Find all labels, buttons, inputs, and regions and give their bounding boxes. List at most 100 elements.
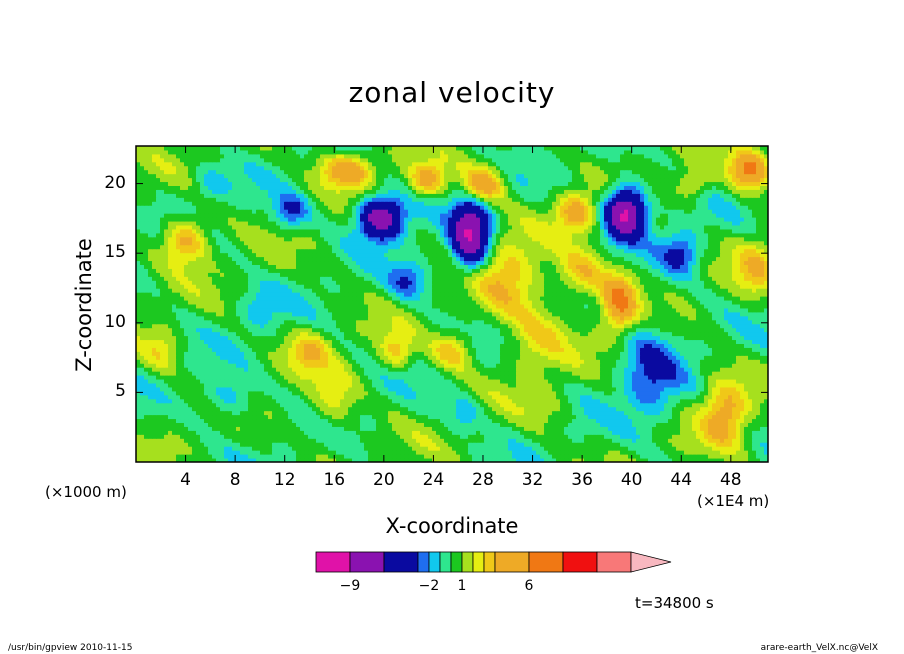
field-cell [360,390,365,396]
field-cell [704,375,709,380]
field-cell [400,339,405,344]
field-cell [516,371,521,376]
field-cell [372,383,377,388]
field-cell [528,410,533,416]
field-cell [728,339,733,344]
field-cell [540,363,545,368]
field-cell [144,339,149,344]
field-cell [376,371,381,376]
field-cell [520,450,525,455]
field-cell [236,343,241,348]
field-cell [320,359,325,364]
field-cell [348,438,353,443]
field-cell [504,398,509,404]
field-cell [404,406,409,412]
field-cell [708,375,713,380]
field-cell [700,438,705,443]
field-cell [140,359,145,364]
field-cell [372,375,377,380]
field-cell [408,390,413,396]
field-cell [324,426,329,431]
field-cell [368,371,373,376]
field-cell [420,454,425,459]
field-cell [428,379,433,384]
field-cell [612,414,617,420]
field-cell [220,426,225,431]
field-cell [140,430,145,435]
field-cell [208,422,213,427]
field-cell [596,394,601,400]
field-cell [596,458,601,462]
field-cell [700,434,705,439]
field-cell [196,347,201,352]
field-cell [612,426,617,431]
field-cell [704,434,709,439]
field-cell [516,458,521,462]
field-cell [480,454,485,459]
field-cell [228,402,233,408]
field-cell [276,422,281,427]
field-cell [760,347,765,352]
field-cell [348,418,353,423]
field-cell [660,458,665,462]
field-cell [744,434,749,439]
field-cell [764,355,768,360]
field-cell [420,371,425,376]
field-cell [228,347,233,352]
field-cell [764,426,768,431]
field-cell [456,390,461,396]
field-cell [576,398,581,404]
field-cell [728,351,733,356]
field-cell [196,458,201,462]
field-cell [192,355,197,360]
field-cell [232,347,237,352]
field-cell [716,454,721,459]
field-cell [208,442,213,447]
field-cell [288,410,293,416]
field-cell [452,426,457,431]
field-cell [340,371,345,376]
field-cell [460,383,465,388]
field-cell [536,359,541,364]
field-cell [504,406,509,412]
field-cell [184,402,189,408]
field-cell [564,394,569,400]
field-cell [496,406,501,412]
field-cell [264,390,269,396]
field-cell [676,450,681,455]
field-cell [248,422,253,427]
field-cell [232,343,237,348]
field-cell [280,450,285,455]
field-cell [676,371,681,376]
field-cell [516,422,521,427]
field-cell [600,394,605,400]
field-cell [292,414,297,420]
field-cell [588,426,593,431]
field-cell [704,450,709,455]
field-cell [740,339,745,344]
field-cell [592,430,597,435]
field-cell [464,450,469,455]
field-cell [440,363,445,368]
field-cell [272,450,277,455]
field-cell [740,383,745,388]
field-cell [632,386,637,392]
field-cell [148,359,153,364]
field-cell [244,379,249,384]
field-cell [544,367,549,372]
field-cell [604,343,609,348]
field-cell [340,363,345,368]
field-cell [740,418,745,423]
field-cell [728,359,733,364]
field-cell [232,355,237,360]
field-cell [136,454,141,459]
field-cell [640,446,645,451]
field-cell [664,339,669,344]
field-cell [504,454,509,459]
field-cell [212,379,217,384]
field-cell [416,339,421,344]
field-cell [264,335,269,341]
field-cell [392,406,397,412]
field-cell [444,402,449,408]
field-cell [592,355,597,360]
